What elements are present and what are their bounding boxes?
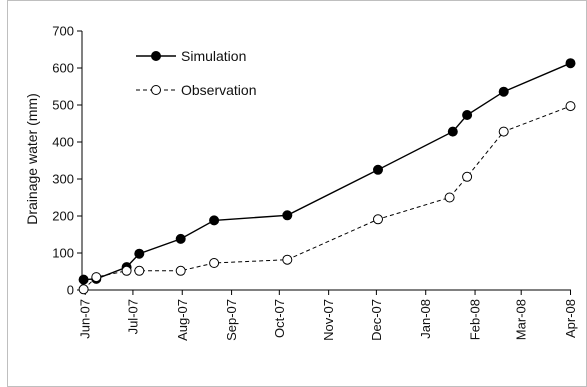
x-tick-label: Sep-07 [224,299,239,341]
y-tick-label: 200 [52,209,74,224]
simulation-point [175,233,186,244]
observation-point [121,265,132,276]
x-tick-label: Dec-07 [369,299,384,341]
observation-point [444,192,455,203]
x-tick-label: Jul-07 [125,299,140,334]
series-layer [78,58,576,295]
simulation-point [373,164,383,175]
observation-point [91,272,102,283]
x-tick-label: Jun-07 [78,299,93,339]
observation-point [565,101,576,112]
x-tick-label: Aug-07 [175,299,190,341]
y-tick-label: 400 [52,135,74,150]
observation-point [373,214,383,225]
legend-simulation-marker [151,51,161,61]
simulation-line [83,62,571,281]
legend-simulation-label: Simulation [181,48,246,64]
x-tick-label: Apr-08 [563,299,578,338]
observation-point [209,258,220,268]
x-tick-label: Mar-08 [514,299,529,340]
observation-point [175,265,186,276]
x-tick-label: Nov-07 [321,299,336,341]
legend-observation-marker [151,85,161,95]
x-tick-label: Feb-08 [468,299,483,340]
observation-point [282,254,293,265]
chart-border [7,0,587,387]
observation-point [78,284,89,295]
simulation-point [134,248,145,259]
y-tick-label: 300 [52,172,74,187]
observation-line [83,105,571,290]
y-axis-title: Drainage water (mm) [24,93,40,224]
y-tick-label: 600 [52,61,74,76]
legend-observation-label: Observation [181,82,256,98]
x-tick-label: Oct-07 [272,299,287,338]
simulation-point [462,110,473,120]
y-tick-label: 700 [52,24,74,39]
legend: Simulation Observation [136,48,256,98]
y-tick-label: 0 [67,283,74,298]
simulation-point [282,210,293,221]
simulation-point [209,215,220,226]
simulation-point [78,274,89,285]
simulation-point [565,58,576,69]
observation-point [498,126,509,137]
y-tick-label: 500 [52,98,74,113]
observation-point [134,265,145,276]
axes: 0 100 200 300 400 500 600 700 Jun-07 Jul-07 Aug-07… [52,24,578,341]
simulation-point [447,126,458,137]
simulation-point [498,86,509,97]
x-tick-label: Jan-08 [418,299,433,339]
observation-point [462,171,473,182]
y-tick-label: 100 [52,246,74,261]
